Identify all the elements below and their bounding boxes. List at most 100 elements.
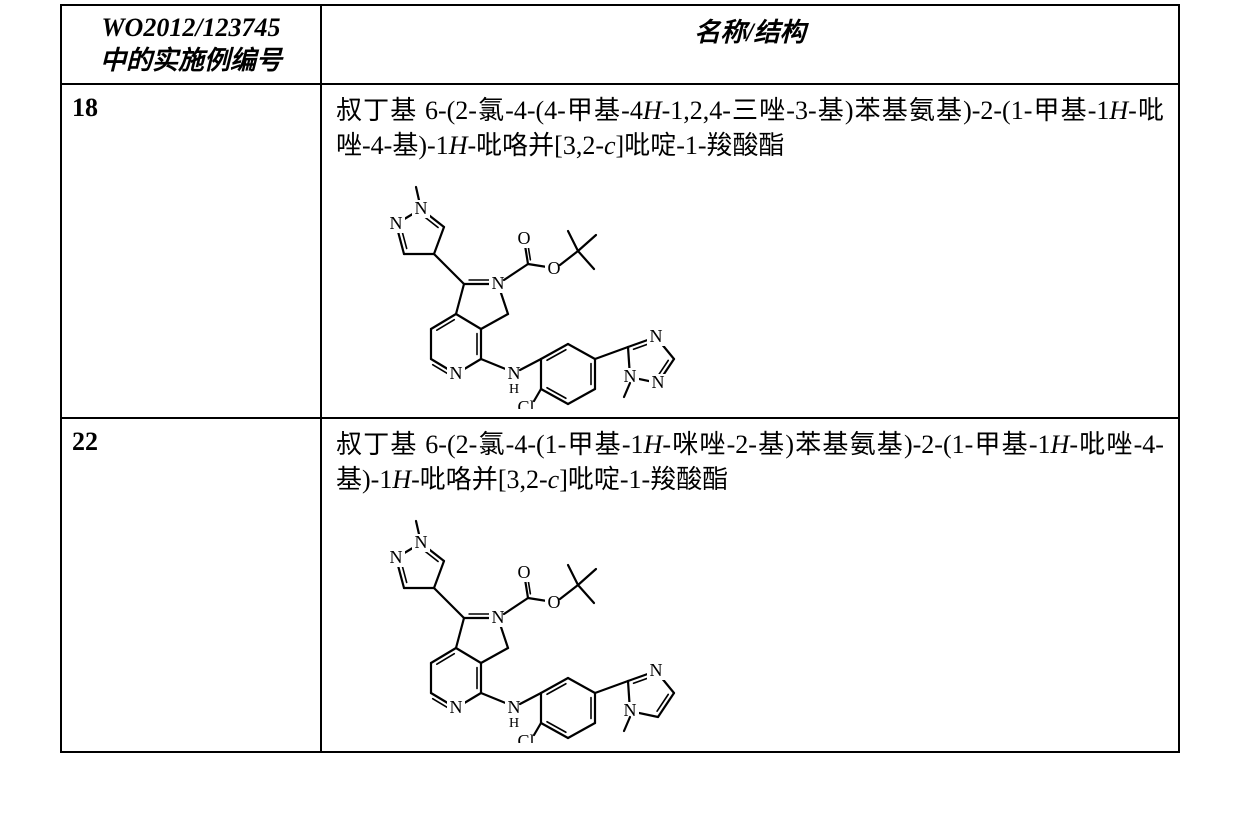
table-row: 22叔丁基 6-(2-氯-4-(1-甲基-1H-咪唑-2-基)苯基氨基)-2-(… <box>61 418 1179 752</box>
compound-name: 叔丁基 6-(2-氯-4-(4-甲基-4H-1,2,4-三唑-3-基)苯基氨基)… <box>336 93 1164 163</box>
name-segment: - <box>1069 430 1078 459</box>
name-segment: H <box>644 430 663 459</box>
structure-wrap: NNNNOONHClNN <box>336 497 1164 743</box>
svg-text:H: H <box>509 382 519 397</box>
name-segment: -2- <box>727 430 757 459</box>
name-segment: 叔丁基 <box>336 96 425 125</box>
name-segment: 吡咯并 <box>420 465 498 494</box>
svg-text:N: N <box>415 533 428 553</box>
name-segment: -4- <box>362 131 392 160</box>
svg-text:O: O <box>548 258 561 278</box>
name-segment: [3,2- <box>498 465 548 494</box>
name-segment: -4-(1- <box>506 430 567 459</box>
name-segment: 6-(2- <box>425 430 477 459</box>
svg-text:N: N <box>492 273 505 293</box>
svg-text:N: N <box>450 698 463 718</box>
example-number: 18 <box>61 84 321 418</box>
name-segment: -1 <box>622 430 644 459</box>
name-segment: - <box>411 465 420 494</box>
page: WO2012/123745 中的实施例编号 名称/结构 18叔丁基 6-(2-氯… <box>0 0 1240 822</box>
name-segment: 羧酸酯 <box>707 131 785 160</box>
svg-text:Cl: Cl <box>517 732 534 744</box>
name-segment: 基 <box>392 131 418 160</box>
header-left-line1: WO2012/123745 <box>101 13 280 42</box>
name-segment: 苯基氨基 <box>854 96 964 125</box>
header-right: 名称/结构 <box>321 5 1179 84</box>
name-segment: -1 <box>1088 96 1110 125</box>
compound-name: 叔丁基 6-(2-氯-4-(1-甲基-1H-咪唑-2-基)苯基氨基)-2-(1-… <box>336 427 1164 497</box>
name-segment: -1- <box>676 131 706 160</box>
name-segment: -1 <box>1029 430 1051 459</box>
svg-text:N: N <box>650 661 663 681</box>
svg-text:N: N <box>450 363 463 383</box>
name-segment: 苯基氨基 <box>794 430 904 459</box>
structure-wrap: NNNNOONHClNNN <box>336 163 1164 409</box>
svg-text:N: N <box>508 363 521 383</box>
svg-text:N: N <box>508 698 521 718</box>
svg-text:H: H <box>509 717 519 732</box>
example-number: 22 <box>61 418 321 752</box>
name-segment: 甲基 <box>566 430 622 459</box>
svg-text:N: N <box>390 213 403 233</box>
name-segment: 6-(2- <box>425 96 477 125</box>
name-segment: H <box>1109 96 1128 125</box>
name-segment: - <box>1128 96 1137 125</box>
name-segment: 氯 <box>477 96 505 125</box>
name-segment: - <box>467 131 476 160</box>
patent-table: WO2012/123745 中的实施例编号 名称/结构 18叔丁基 6-(2-氯… <box>60 4 1180 753</box>
name-segment: 咪唑 <box>671 430 727 459</box>
name-segment: 甲基 <box>973 430 1029 459</box>
name-segment: -4-(4- <box>505 96 566 125</box>
name-segment: -1- <box>620 465 650 494</box>
name-segment: 吡啶 <box>624 131 676 160</box>
svg-text:O: O <box>518 563 531 583</box>
name-segment: 基 <box>817 96 845 125</box>
svg-text:Cl: Cl <box>517 397 534 409</box>
name-segment: -4- <box>1134 430 1164 459</box>
name-segment: H <box>392 465 411 494</box>
name-segment: )-2-(1- <box>963 96 1032 125</box>
svg-text:N: N <box>652 372 665 392</box>
name-structure-cell: 叔丁基 6-(2-氯-4-(1-甲基-1H-咪唑-2-基)苯基氨基)-2-(1-… <box>321 418 1179 752</box>
name-segment: 甲基 <box>566 96 621 125</box>
name-segment: H <box>1051 430 1070 459</box>
name-structure-cell: 叔丁基 6-(2-氯-4-(4-甲基-4H-1,2,4-三唑-3-基)苯基氨基)… <box>321 84 1179 418</box>
name-segment: ] <box>559 465 568 494</box>
header-left-line2: 中的实施例编号 <box>100 46 282 75</box>
name-segment: 氯 <box>477 430 505 459</box>
name-segment: -4 <box>621 96 643 125</box>
table-body: 18叔丁基 6-(2-氯-4-(4-甲基-4H-1,2,4-三唑-3-基)苯基氨… <box>61 84 1179 752</box>
svg-text:O: O <box>548 593 561 613</box>
name-segment: 甲基 <box>1032 96 1087 125</box>
name-segment: c <box>548 465 560 494</box>
svg-text:N: N <box>415 198 428 218</box>
name-segment: -1,2,4- <box>662 96 731 125</box>
name-segment: 羧酸酯 <box>650 465 728 494</box>
name-segment: )-2-(1- <box>904 430 973 459</box>
molecule-structure: NNNNOONHClNNN <box>336 169 796 409</box>
molecule-structure: NNNNOONHClNN <box>336 503 796 743</box>
name-segment: H <box>643 96 662 125</box>
name-segment: - <box>662 430 671 459</box>
name-segment: 叔丁基 <box>336 430 425 459</box>
name-segment: 吡啶 <box>568 465 620 494</box>
name-segment: )-1 <box>418 131 448 160</box>
name-segment: )-1 <box>362 465 392 494</box>
name-segment: 吡咯并 <box>476 131 554 160</box>
svg-text:N: N <box>492 608 505 628</box>
name-segment: 基 <box>336 465 362 494</box>
name-segment: ) <box>785 430 794 459</box>
table-row: 18叔丁基 6-(2-氯-4-(4-甲基-4H-1,2,4-三唑-3-基)苯基氨… <box>61 84 1179 418</box>
svg-text:O: O <box>518 228 531 248</box>
svg-text:N: N <box>650 326 663 346</box>
name-segment: [3,2- <box>554 131 604 160</box>
svg-text:N: N <box>390 548 403 568</box>
header-left: WO2012/123745 中的实施例编号 <box>61 5 321 84</box>
name-segment: c <box>604 131 616 160</box>
name-segment: 基 <box>757 430 785 459</box>
header-right-text: 名称/结构 <box>694 18 805 47</box>
name-segment: 吡唑 <box>1078 430 1134 459</box>
name-segment: 三唑 <box>731 96 786 125</box>
table-header-row: WO2012/123745 中的实施例编号 名称/结构 <box>61 5 1179 84</box>
name-segment: ] <box>616 131 625 160</box>
